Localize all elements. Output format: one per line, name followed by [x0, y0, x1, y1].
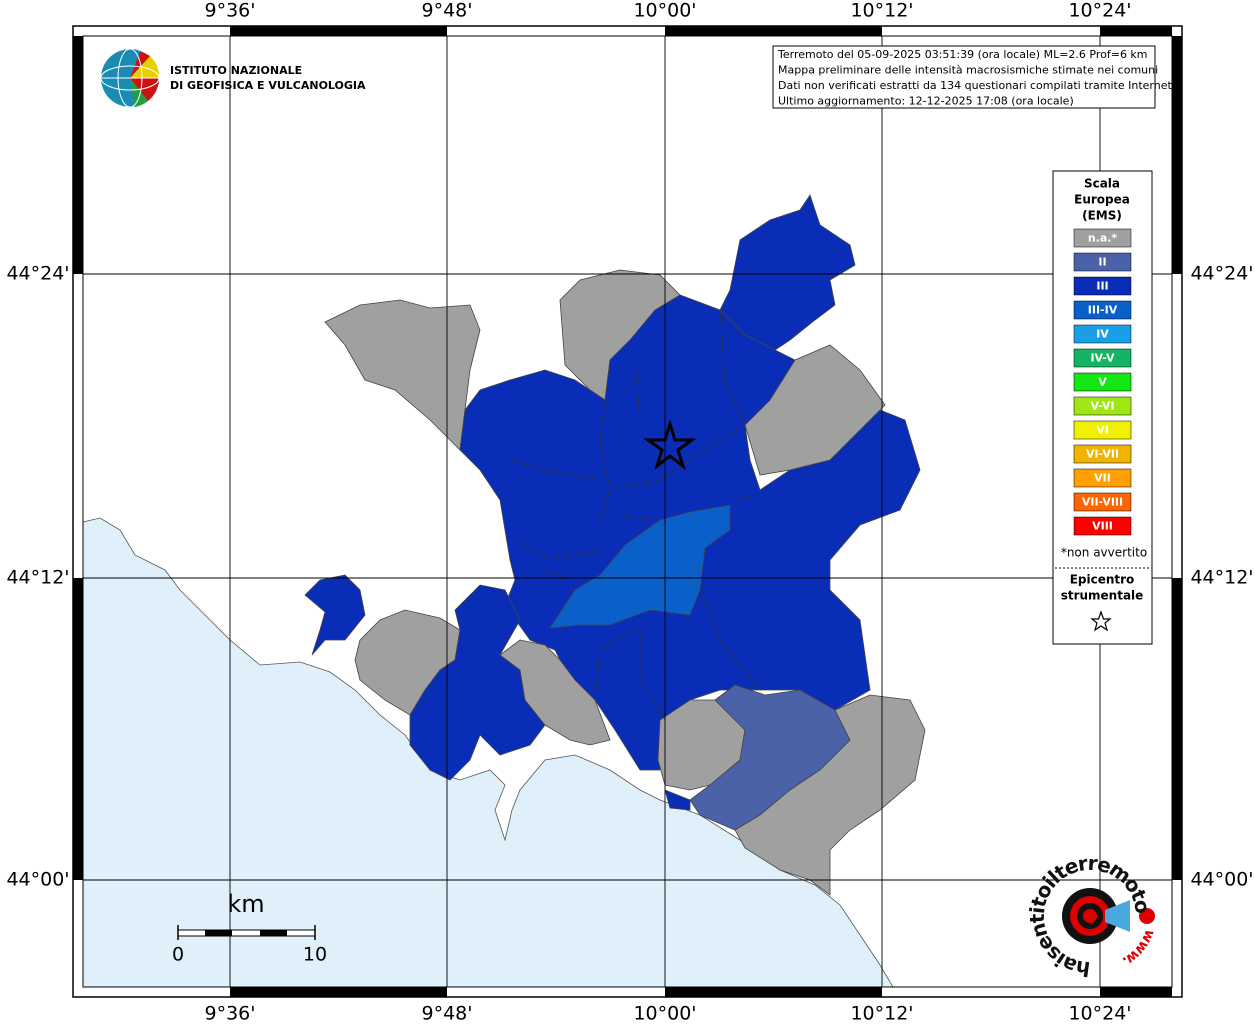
- regions: [304, 194, 926, 896]
- legend-label: VII: [1094, 472, 1111, 485]
- info-line: Dati non verificati estratti da 134 ques…: [778, 79, 1175, 92]
- scale-unit: km: [227, 890, 264, 918]
- legend-swatch: [1073, 324, 1132, 344]
- legend-swatch: [1073, 468, 1132, 488]
- legend-epicenter: strumentale: [1061, 589, 1144, 603]
- region: [719, 194, 856, 351]
- region: [664, 789, 691, 811]
- legend-swatch: [1073, 516, 1132, 536]
- legend-swatch: [1073, 492, 1132, 512]
- region: [324, 299, 481, 451]
- legend-label: IV: [1096, 328, 1109, 341]
- legend-label: VII-VIII: [1082, 496, 1123, 509]
- info-line: Terremoto del 05-09-2025 03:51:39 (ora l…: [777, 48, 1148, 61]
- lat-label: 44°00': [1190, 869, 1253, 891]
- legend-label: VI: [1096, 424, 1109, 437]
- legend-label: V-VI: [1090, 400, 1114, 413]
- lon-label: 10°12': [850, 1003, 913, 1024]
- ingv-name: ISTITUTO NAZIONALE: [170, 64, 302, 77]
- legend-label: n.a.*: [1088, 232, 1118, 245]
- lat-label: 44°00': [6, 869, 69, 891]
- lon-label: 9°48': [422, 0, 473, 22]
- lon-label: 9°48': [422, 1003, 473, 1024]
- legend-label: III: [1096, 280, 1108, 293]
- lat-label: 44°12': [6, 567, 69, 589]
- region: [734, 694, 926, 896]
- scale-label: 0: [172, 944, 184, 966]
- scale-label: 10: [303, 944, 327, 966]
- lon-label: 10°24': [1068, 0, 1131, 22]
- lat-label: 44°24': [6, 263, 69, 285]
- legend-swatch: [1073, 372, 1132, 392]
- lon-label: 9°36': [205, 1003, 256, 1024]
- lat-label: 44°24': [1190, 263, 1253, 285]
- legend-swatch: [1073, 300, 1132, 320]
- lon-label: 9°36': [205, 0, 256, 22]
- lon-label: 10°00': [633, 1003, 696, 1024]
- epicenter-star: [643, 418, 697, 471]
- legend-label: II: [1098, 256, 1106, 269]
- legend-swatch: [1073, 396, 1132, 416]
- sea: [82, 517, 894, 988]
- lon-label: 10°24': [1068, 1003, 1131, 1024]
- legend-title: (EMS): [1082, 209, 1122, 223]
- ingv-name: DI GEOFISICA E VULCANOLOGIA: [170, 79, 366, 92]
- frame-inner: [82, 35, 1173, 988]
- info-box: [772, 45, 1156, 109]
- legend-epicenter: Epicentro: [1070, 573, 1135, 587]
- lat-label: 44°12': [1190, 567, 1253, 589]
- info-line: Ultimo aggiornamento: 12-12-2025 17:08 (…: [778, 95, 1074, 108]
- frame-bars: [73, 26, 1182, 997]
- frame-outer: [72, 25, 1183, 998]
- lon-label: 10°12': [850, 0, 913, 22]
- region: [744, 344, 886, 476]
- legend-title: Scala: [1084, 177, 1120, 191]
- legend-label: V: [1098, 376, 1107, 389]
- borders: [509, 309, 761, 721]
- legend-title: Europea: [1074, 193, 1130, 207]
- legend-swatch: [1073, 276, 1132, 296]
- region: [499, 639, 611, 746]
- legend-label: III-IV: [1088, 304, 1118, 317]
- lon-label: 10°00': [633, 0, 696, 22]
- graticule: [83, 36, 1172, 987]
- frame: [72, 25, 1183, 998]
- legend-swatch: [1073, 348, 1132, 368]
- legend-swatch: [1073, 252, 1132, 272]
- legend-note: *non avvertito: [1061, 546, 1147, 560]
- ingv-logo: [100, 48, 160, 108]
- region: [549, 504, 731, 629]
- legend-label: VI-VII: [1086, 448, 1119, 461]
- legend-swatch: [1073, 420, 1132, 440]
- legend-swatch: [1073, 228, 1132, 248]
- region: [304, 574, 366, 656]
- legend-label: VIII: [1092, 520, 1113, 533]
- legend-star: [1090, 610, 1112, 632]
- legend-label: IV-V: [1090, 352, 1115, 365]
- scale-bar: [177, 925, 316, 940]
- info-line: Mappa preliminare delle intensità macros…: [778, 64, 1158, 77]
- region: [409, 584, 546, 781]
- legend-swatch: [1073, 444, 1132, 464]
